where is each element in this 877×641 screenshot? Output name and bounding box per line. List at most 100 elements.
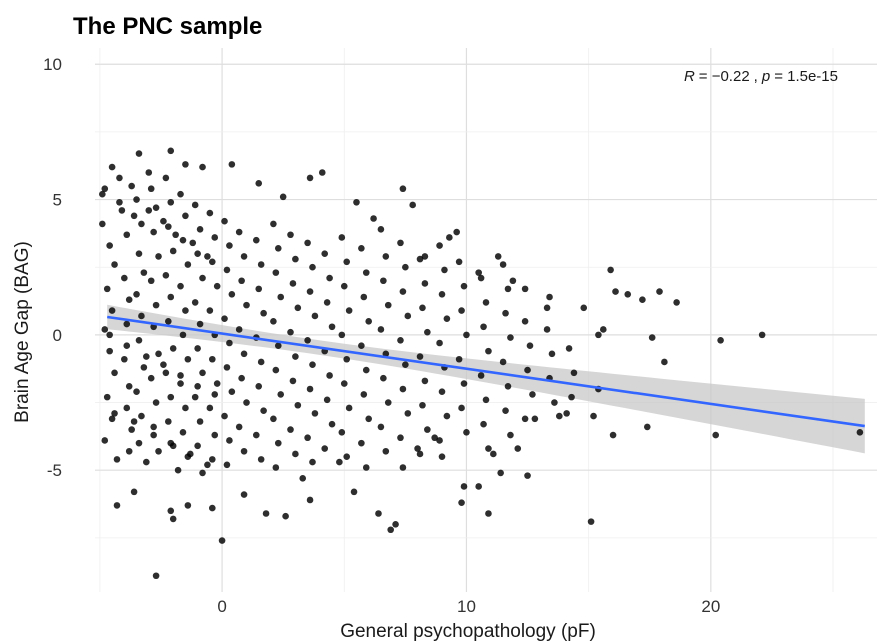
data-point [590,412,597,420]
data-point [118,207,126,214]
data-point [377,326,385,333]
data-point [543,326,551,333]
data-point [438,290,446,298]
data-point [123,320,131,328]
data-point [292,450,299,458]
y-axis-ticks: -5 0 5 10 [43,55,62,480]
data-point [101,185,109,193]
data-point [99,190,106,198]
data-point [106,331,113,339]
data-point [223,364,231,371]
data-point [106,347,113,355]
data-point [292,255,299,263]
x-tick-label: 10 [457,597,476,616]
data-point [272,366,280,374]
data-point [306,496,314,504]
data-point [648,334,656,341]
data-point [155,447,162,455]
data-point [453,228,460,236]
data-point [255,383,263,390]
data-point [221,412,228,420]
data-point [612,288,619,295]
data-point [345,404,353,412]
data-point [140,269,148,276]
data-point [260,407,267,414]
data-point [365,318,373,325]
y-tick-label: 10 [43,55,62,74]
data-point [565,345,573,352]
data-point [160,361,167,368]
data-point [318,169,326,176]
data-point [223,461,231,469]
data-point [507,431,514,439]
data-point [304,239,311,247]
data-point [213,282,221,290]
data-point [458,499,465,506]
data-point [204,253,211,260]
data-point [326,372,333,379]
data-point [441,266,448,274]
data-point [196,226,204,233]
data-point [182,212,189,220]
data-point [311,312,319,320]
data-point [477,372,485,379]
data-point [570,369,578,377]
data-point [167,439,175,447]
data-point [436,339,443,347]
data-point [274,342,282,350]
data-point [221,217,228,225]
data-point [424,328,431,336]
data-point [125,383,133,390]
data-point [563,410,570,417]
data-point [856,429,864,436]
data-point [580,304,588,312]
data-point [270,318,277,325]
data-point [438,453,446,460]
data-point [169,345,177,352]
data-point [235,326,243,333]
data-point [370,215,377,222]
data-point [228,290,236,298]
data-point [299,475,307,482]
data-point [345,307,353,314]
data-point [436,242,443,249]
data-point [169,515,177,523]
data-point [460,282,468,290]
data-point [155,253,162,260]
data-point [152,301,160,309]
data-point [226,242,233,249]
data-point [240,447,248,455]
data-point [607,266,614,274]
data-point [399,464,407,471]
data-point [199,274,206,282]
confidence-band-layer [107,304,865,454]
data-point [624,290,632,298]
x-tick-label: 0 [217,597,226,616]
data-point [111,369,118,377]
data-point [524,366,531,374]
r-value: = −0.22 [699,68,750,85]
data-point [360,293,368,301]
data-point [504,383,512,390]
data-point [199,369,206,377]
data-point [162,369,170,377]
data-point [167,293,175,301]
data-point [416,255,424,263]
data-point [521,285,529,293]
data-point [196,418,204,425]
data-point [480,420,487,428]
data-point [399,288,407,295]
chart-title: The PNC sample [73,13,262,40]
data-point [101,437,109,444]
data-point [274,244,282,252]
data-point [521,415,529,423]
data-point [177,380,184,387]
data-point [758,331,766,339]
data-point [304,336,311,344]
data-point [419,304,426,312]
data-point [304,434,311,442]
data-point [587,518,595,525]
data-point [509,277,517,285]
data-point [416,353,424,360]
data-point [162,272,170,279]
